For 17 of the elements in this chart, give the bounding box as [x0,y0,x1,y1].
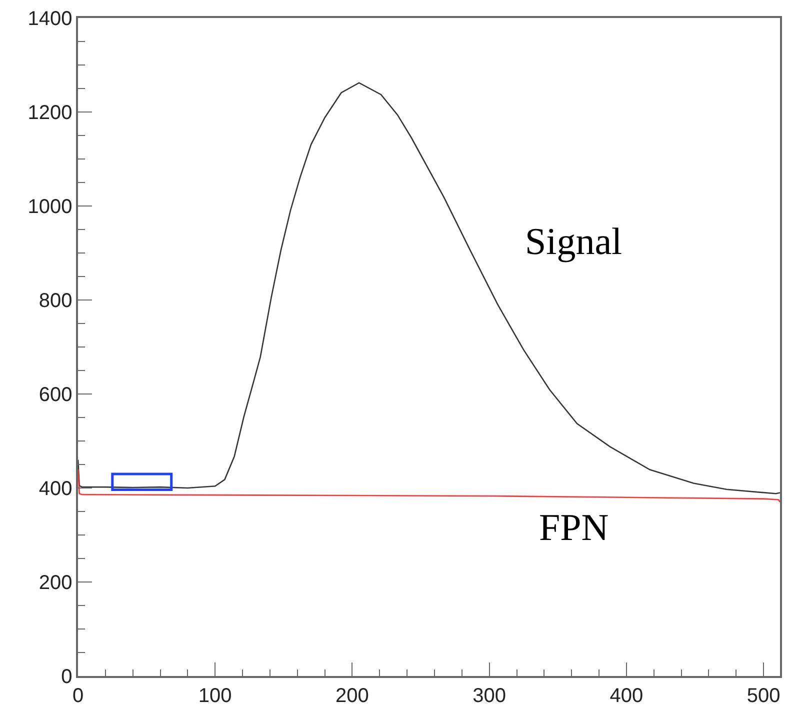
line-series [78,82,780,494]
x-tick-label: 400 [610,684,644,707]
series-label: FPN [539,507,609,549]
x-tick-label: 100 [198,684,232,707]
y-tick-label: 1200 [28,102,72,124]
x-tick-label: 200 [336,684,369,707]
x-tick-label: 300 [472,684,506,707]
series-label: Signal [525,221,622,263]
y-tick-label: 1400 [28,8,72,30]
y-tick-label: 1000 [28,196,72,218]
y-tick-label: 0 [61,666,72,688]
y-tick-label: 400 [38,478,72,500]
y-tick-label: 600 [38,384,72,406]
x-tick-label: 500 [746,684,780,707]
y-tick-label: 800 [38,290,72,312]
y-tick-label: 200 [38,572,72,594]
line-series [78,468,780,503]
